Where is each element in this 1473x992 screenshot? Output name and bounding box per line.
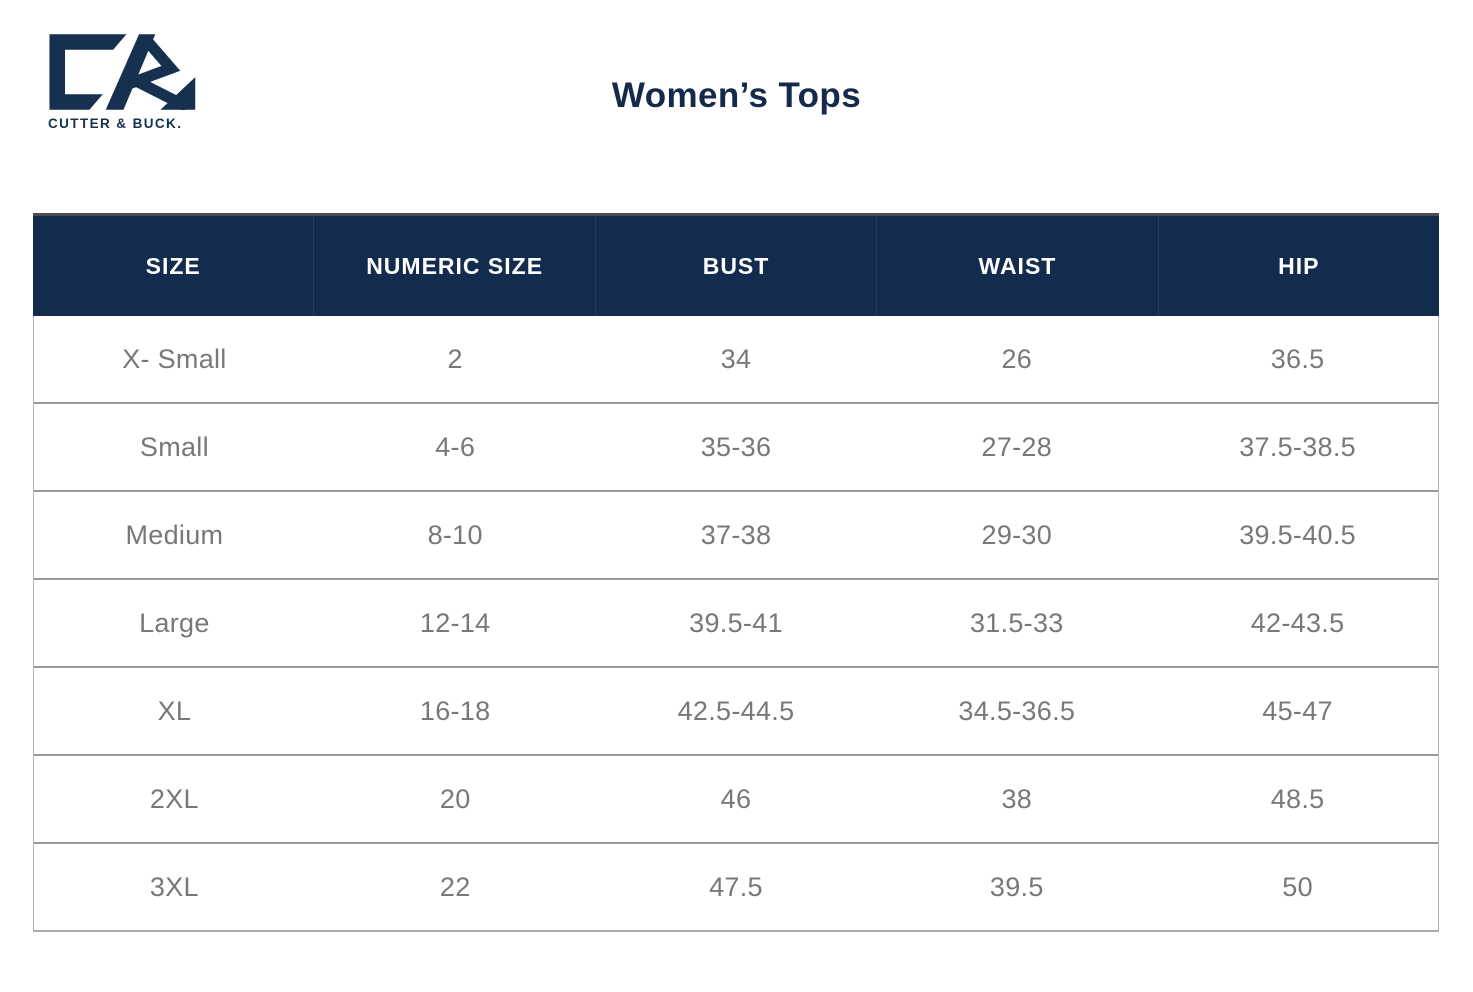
table-row-small: Small 4-6 35-36 27-28 37.5-38.5 (34, 404, 1438, 492)
cell-bust: 39.5-41 (689, 607, 783, 638)
cell-size: Large (139, 607, 210, 638)
cell-numeric: 8-10 (427, 519, 483, 550)
table-row-medium: Medium 8-10 37-38 29-30 39.5-40.5 (34, 492, 1438, 580)
cell-numeric: 16-18 (419, 695, 491, 726)
cell-bust: 35-36 (700, 431, 772, 462)
cell-bust: 34 (720, 343, 752, 374)
cutter-buck-logo: CUTTER & BUCK. (48, 34, 218, 131)
cell-waist: 38 (1001, 783, 1033, 814)
cell-size: XL (157, 695, 192, 726)
table-row-xsmall: X- Small 2 34 26 36.5 (34, 316, 1438, 404)
cell-waist: 34.5-36.5 (958, 695, 1076, 726)
cell-size: X- Small (122, 343, 227, 374)
cell-size: 3XL (149, 871, 199, 902)
cell-waist: 27-28 (981, 431, 1053, 462)
column-header-numeric-size: NUMERIC SIZE (313, 216, 594, 316)
table-body: X- Small 2 34 26 36.5 Small 4-6 35-36 27… (33, 316, 1439, 932)
cell-waist: 26 (1001, 343, 1033, 374)
cell-hip: 37.5-38.5 (1239, 431, 1356, 462)
cell-waist: 31.5-33 (969, 607, 1064, 638)
cell-hip: 36.5 (1270, 343, 1325, 374)
cell-numeric: 2 (447, 343, 463, 374)
cell-hip: 39.5-40.5 (1239, 519, 1356, 550)
cell-hip: 42-43.5 (1250, 607, 1345, 638)
cell-waist: 29-30 (981, 519, 1053, 550)
column-header-waist: WAIST (876, 216, 1157, 316)
cell-hip: 45-47 (1262, 695, 1333, 726)
cb-monogram-icon (49, 34, 196, 110)
cell-numeric: 20 (439, 783, 471, 814)
table-row-3xl: 3XL 22 47.5 39.5 50 (34, 844, 1438, 932)
column-header-size: SIZE (145, 252, 201, 279)
cell-numeric: 22 (439, 871, 471, 902)
size-chart-table: SIZE NUMERIC SIZE BUST WAIST HIP X- Smal… (33, 213, 1439, 932)
cell-bust: 37-38 (700, 519, 772, 550)
table-row-large: Large 12-14 39.5-41 31.5-33 42-43.5 (34, 580, 1438, 668)
cell-hip: 48.5 (1270, 783, 1325, 814)
cell-size: Small (139, 431, 209, 462)
column-header-hip: HIP (1157, 216, 1439, 316)
cell-numeric: 12-14 (419, 607, 491, 638)
cell-size: Medium (125, 519, 224, 550)
brand-wordmark: CUTTER & BUCK. (48, 116, 183, 131)
cell-bust: 42.5-44.5 (677, 695, 795, 726)
cell-bust: 47.5 (709, 871, 763, 902)
page-title: Women’s Tops (611, 76, 862, 115)
cell-bust: 46 (720, 783, 752, 814)
cell-numeric: 4-6 (435, 431, 476, 462)
cell-waist: 39.5 (989, 871, 1044, 902)
cell-size: 2XL (149, 783, 199, 814)
column-header-bust: BUST (594, 216, 876, 316)
table-row-2xl: 2XL 20 46 38 48.5 (34, 756, 1438, 844)
table-row-xl: XL 16-18 42.5-44.5 34.5-36.5 45-47 (34, 668, 1438, 756)
cell-hip: 50 (1282, 871, 1313, 902)
table-header-row: SIZE NUMERIC SIZE BUST WAIST HIP (33, 213, 1439, 316)
